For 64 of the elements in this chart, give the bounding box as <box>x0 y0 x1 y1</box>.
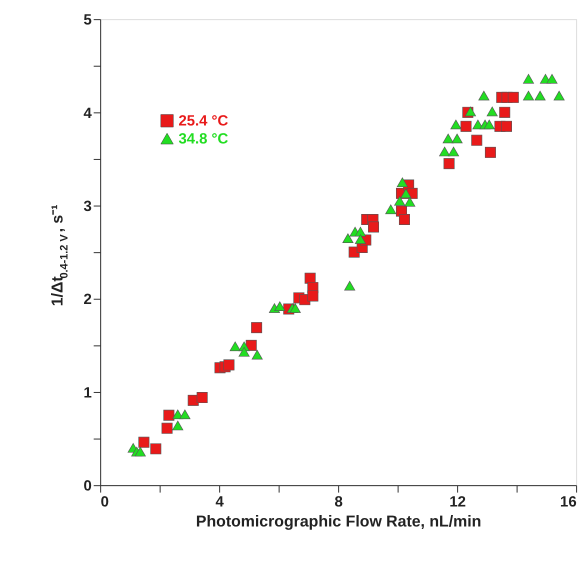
point <box>452 134 463 144</box>
point <box>439 146 450 156</box>
x-tick-label: 0 <box>100 494 109 510</box>
y-tick-label: 5 <box>83 12 92 29</box>
x-tick-label: 16 <box>560 494 577 510</box>
point <box>274 301 286 312</box>
y-tick-label: 0 <box>83 478 92 495</box>
point <box>385 204 396 214</box>
legend-label: 34.8 °C <box>178 132 228 148</box>
x-tick-label: 8 <box>334 494 343 510</box>
y-tick-label: 3 <box>83 199 92 215</box>
point <box>196 392 208 404</box>
point <box>471 134 482 146</box>
point <box>368 221 380 232</box>
point <box>450 120 462 130</box>
point <box>172 420 184 430</box>
point <box>499 106 510 118</box>
point <box>460 120 472 132</box>
point <box>546 74 558 84</box>
point <box>138 436 150 448</box>
point <box>508 92 519 103</box>
point <box>307 290 318 302</box>
point <box>394 196 406 206</box>
x-tick-label: 12 <box>449 494 466 510</box>
y-axis-title: 1/Δt0.4-1.2 V, s⁻¹ <box>49 204 70 306</box>
y-tick-label: 1 <box>83 385 92 402</box>
point <box>534 90 546 100</box>
x-axis-title: Photomicrographic Flow Rate, nL/min <box>196 513 482 530</box>
y-tick-label: 2 <box>83 292 92 308</box>
point <box>398 214 410 226</box>
legend-label: 25.4 °C <box>178 114 228 130</box>
point <box>400 188 412 198</box>
x-tick-label: 4 <box>215 494 224 510</box>
point <box>523 74 534 84</box>
point <box>251 322 262 334</box>
y-tick-label: 4 <box>83 106 92 122</box>
point <box>252 350 263 360</box>
point <box>464 106 476 116</box>
point <box>223 359 234 370</box>
point <box>179 410 190 420</box>
point <box>404 197 416 207</box>
point <box>354 226 366 236</box>
point <box>230 341 241 352</box>
point <box>238 347 250 357</box>
point <box>500 120 512 132</box>
point <box>354 234 366 244</box>
point <box>442 134 454 144</box>
point <box>150 443 162 454</box>
point <box>484 146 496 158</box>
point <box>134 446 146 456</box>
point <box>246 340 257 351</box>
point <box>344 280 356 291</box>
point <box>290 303 301 313</box>
point <box>396 177 408 188</box>
point <box>444 158 455 170</box>
point <box>486 106 498 116</box>
point <box>523 90 534 100</box>
point <box>162 422 173 434</box>
point <box>163 410 174 421</box>
point <box>484 120 495 130</box>
point <box>478 90 490 100</box>
point <box>554 90 565 100</box>
point <box>448 146 460 156</box>
point <box>342 233 354 243</box>
